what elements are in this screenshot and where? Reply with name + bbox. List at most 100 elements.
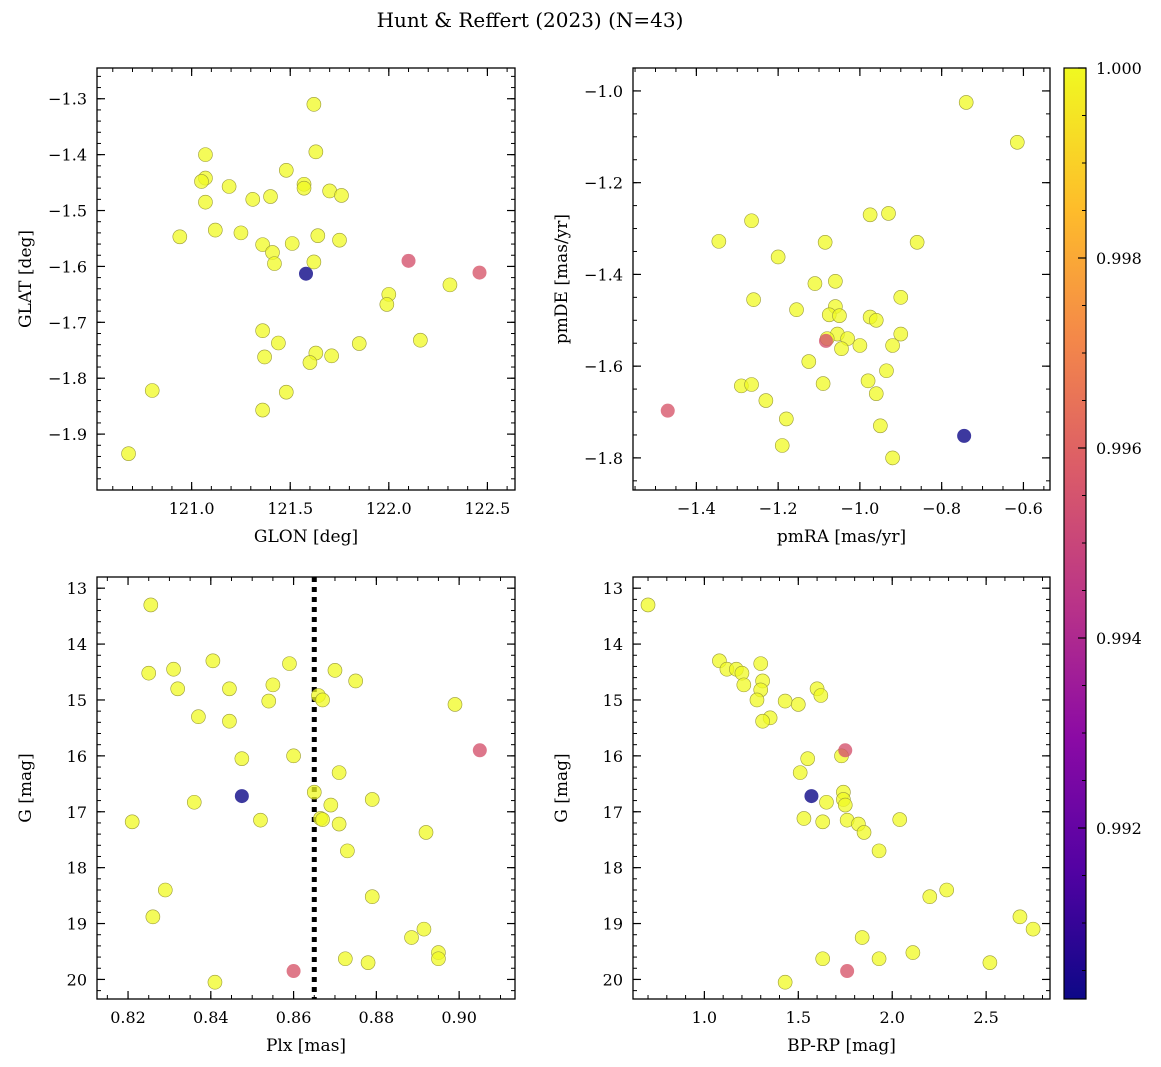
data-point (746, 292, 761, 307)
data-point (221, 179, 237, 194)
data-point (862, 207, 878, 223)
data-point (922, 889, 938, 905)
data-point (286, 748, 301, 764)
data-point (939, 882, 954, 898)
y-tick-label: 16 (67, 747, 87, 766)
x-tick-label: 2.5 (973, 1008, 998, 1027)
data-point (893, 290, 909, 305)
data-point (255, 323, 270, 339)
data-point (360, 955, 376, 970)
data-point (351, 336, 367, 351)
data-point (331, 816, 347, 832)
y-tick-label: 15 (67, 691, 87, 710)
y-tick-label: 16 (603, 747, 623, 766)
x-tick-label: −0.8 (922, 499, 961, 518)
y-tick-label: 17 (603, 803, 623, 822)
data-point (141, 665, 157, 681)
y-tick-label: 13 (67, 579, 87, 598)
data-point (885, 338, 900, 353)
data-point (744, 213, 759, 229)
x-tick-label: 0.84 (193, 1008, 229, 1027)
data-point (186, 794, 202, 810)
panel-4: 1.0 1.5 2.0 2.5 13 14 15 16 17 18 19 20 BP-RP [mag] G… (552, 576, 1051, 1056)
y-axis-label: G [mag] (16, 753, 36, 822)
y-axis-label: pmDE [mas/yr] (552, 214, 572, 344)
x-tick-label: 1.0 (692, 1008, 717, 1027)
x-tick-label: 2.0 (879, 1008, 904, 1027)
data-point (640, 597, 656, 613)
data-point (818, 333, 833, 348)
data-point (777, 974, 793, 990)
data-point (379, 297, 395, 312)
data-point (207, 974, 223, 990)
data-point (334, 188, 349, 203)
y-tick-label: −1.9 (48, 425, 87, 444)
data-point (892, 812, 908, 827)
x-tick-label: 1.5 (786, 1008, 811, 1027)
data-point (893, 326, 909, 342)
data-point (332, 232, 347, 248)
colorbar-tick-label: 0.996 (1096, 439, 1142, 458)
data-point (736, 677, 752, 693)
data-point (208, 222, 223, 238)
data-point (331, 765, 347, 780)
data-point (789, 302, 804, 318)
data-point (404, 930, 419, 945)
data-point (749, 692, 765, 708)
data-point (442, 277, 458, 293)
data-point (817, 235, 833, 250)
y-tick-label: 17 (67, 803, 87, 822)
y-tick-label: 14 (603, 635, 623, 654)
data-point (418, 825, 434, 840)
data-point (819, 794, 834, 810)
x-axis-label: Plx [mas] (266, 1036, 346, 1056)
data-point (194, 174, 209, 189)
y-tick-label: −1.8 (584, 449, 623, 468)
data-point (282, 656, 297, 671)
data-point (837, 797, 853, 813)
data-point (234, 789, 249, 804)
y-tick-label: −1.6 (48, 257, 87, 276)
data-point (253, 812, 268, 828)
x-tick-label: 0.82 (110, 1008, 146, 1027)
colorbar-tick-label: 1.000 (1096, 59, 1142, 78)
data-point (879, 363, 894, 379)
data-point (982, 955, 998, 970)
data-point (755, 713, 770, 729)
data-point (860, 373, 876, 389)
y-tick-label: 14 (67, 635, 87, 654)
data-point (308, 144, 324, 160)
data-point (302, 355, 318, 370)
data-point (744, 377, 759, 392)
data-point (364, 792, 380, 807)
y-tick-label: −1.2 (584, 174, 623, 193)
data-point (261, 693, 277, 709)
x-axis-label: GLON [deg] (254, 527, 358, 547)
data-point (957, 428, 972, 443)
data-point (834, 341, 849, 357)
data-point (191, 709, 206, 725)
data-point (234, 751, 250, 766)
colorbar: 0.992 0.994 0.996 0.998 1.000 (1063, 59, 1142, 1000)
data-point (472, 265, 487, 280)
x-axis-label: pmRA [mas/yr] (777, 527, 906, 547)
data-point (881, 206, 896, 221)
data-point (278, 162, 294, 178)
data-point (868, 312, 884, 328)
data-point (753, 656, 769, 671)
data-point (401, 253, 416, 268)
data-point (205, 653, 221, 669)
y-tick-label: 18 (603, 859, 623, 878)
data-point (145, 909, 161, 925)
data-point (257, 349, 272, 365)
y-axis-label: G [mag] (552, 753, 572, 822)
data-point (233, 225, 249, 241)
data-point (758, 393, 774, 408)
data-point (286, 964, 301, 979)
data-point (871, 843, 887, 859)
panel-3: 0.82 0.84 0.86 0.88 0.90 13 14 15 16 17 18 19 20 Plx … (16, 576, 516, 1056)
data-point (838, 743, 853, 758)
data-point (144, 383, 160, 398)
x-tick-label: 121.0 (169, 499, 215, 518)
data-point (124, 814, 140, 830)
